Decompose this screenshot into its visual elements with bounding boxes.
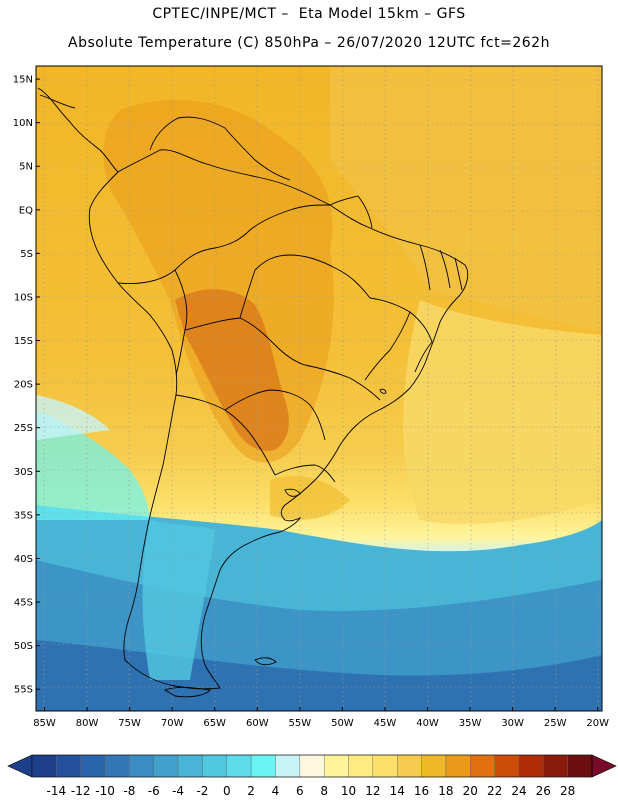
longitude-labels: 85W 80W 75W 70W 65W 60W 55W 50W 45W 40W 35W 30W 25W 2…: [33, 707, 609, 729]
colorbar-label: 0: [223, 784, 231, 798]
colorbar-swatch: [421, 754, 447, 778]
lon-label-80W: 80W: [76, 718, 99, 729]
colorbar-label: -10: [95, 784, 115, 798]
lat-label-15N: 15N: [13, 75, 33, 86]
colorbar-swatch: [153, 754, 179, 778]
colorbar-label: 6: [296, 784, 304, 798]
colorbar-label: 4: [272, 784, 280, 798]
colorbar-label: -14: [47, 784, 67, 798]
colorbar-swatch: [80, 754, 106, 778]
lat-label-20S: 20S: [14, 380, 33, 391]
colorbar-swatch: [177, 754, 203, 778]
colorbar-swatch: [543, 754, 568, 778]
colorbar-swatch: [445, 754, 471, 778]
lat-label-45S: 45S: [14, 598, 33, 609]
lon-label-50W: 50W: [331, 718, 354, 729]
colorbar-swatch: [275, 754, 301, 778]
colorbar-swatch: [299, 754, 325, 778]
colorbar-max-arrow: [591, 754, 617, 778]
colorbar-swatch: [31, 754, 57, 778]
lon-label-30W: 30W: [501, 718, 524, 729]
colorbar-swatch: [518, 754, 544, 778]
colorbar-label: 22: [487, 784, 502, 798]
colorbar-swatch: [567, 754, 593, 778]
colorbar: -14 -12 -10 -8 -6 -4 -2 0 2 4 6 8 10 12 14 16 18 20 22 24 26…: [7, 754, 617, 798]
lon-label-70W: 70W: [161, 718, 184, 729]
colorbar-label: 10: [341, 784, 356, 798]
colorbar-label: 14: [390, 784, 405, 798]
lon-label-40W: 40W: [416, 718, 439, 729]
colorbar-swatch: [494, 754, 520, 778]
colorbar-label: 8: [320, 784, 328, 798]
colorbar-swatch: [470, 754, 495, 778]
colorbar-label: -6: [148, 784, 160, 798]
lat-label-50S: 50S: [14, 641, 33, 652]
lon-label-25W: 25W: [544, 718, 567, 729]
colorbar-swatch: [323, 754, 349, 778]
temperature-field: [36, 66, 602, 711]
colorbar-label: 2: [247, 784, 255, 798]
lat-label-40S: 40S: [14, 554, 33, 565]
lon-label-60W: 60W: [246, 718, 269, 729]
colorbar-swatch: [56, 754, 81, 778]
lat-label-35S: 35S: [14, 510, 33, 521]
colorbar-label: 26: [536, 784, 551, 798]
colorbar-swatch: [348, 754, 374, 778]
colorbar-label: 28: [560, 784, 575, 798]
colorbar-min-arrow: [7, 754, 33, 778]
lat-label-30S: 30S: [14, 467, 33, 478]
colorbar-label: 16: [414, 784, 429, 798]
lat-label-10S: 10S: [14, 292, 33, 303]
colorbar-swatch: [202, 754, 227, 778]
colorbar-swatch: [129, 754, 154, 778]
colorbar-label: -2: [196, 784, 208, 798]
lon-label-65W: 65W: [203, 718, 226, 729]
colorbar-label: 12: [365, 784, 380, 798]
colorbar-swatch: [250, 754, 276, 778]
lon-label-85W: 85W: [33, 718, 56, 729]
map-title-line1: CPTEC/INPE/MCT – Eta Model 15km – GFS: [152, 6, 466, 22]
lat-label-15S: 15S: [14, 336, 33, 347]
colorbar-label: 18: [438, 784, 453, 798]
colorbar-label: 24: [511, 784, 526, 798]
colorbar-swatch: [104, 754, 130, 778]
lat-label-25S: 25S: [14, 423, 33, 434]
lon-label-45W: 45W: [374, 718, 397, 729]
lon-label-55W: 55W: [289, 718, 312, 729]
lon-label-35W: 35W: [459, 718, 482, 729]
colorbar-swatch: [397, 754, 422, 778]
colorbar-swatch: [226, 754, 252, 778]
lat-label-5S: 5S: [20, 249, 33, 260]
coastlines: [37, 87, 469, 698]
map-frame: [35, 65, 603, 712]
colorbar-label: 20: [463, 784, 478, 798]
colorbar-label: -8: [123, 784, 135, 798]
lon-label-20W: 20W: [586, 718, 609, 729]
lat-label-55S: 55S: [14, 685, 33, 696]
colorbar-label: -12: [71, 784, 91, 798]
lon-label-75W: 75W: [118, 718, 141, 729]
lat-label-10N: 10N: [13, 118, 33, 129]
map-title-line2: Absolute Temperature (C) 850hPa – 26/07/…: [68, 35, 550, 51]
colorbar-label: -4: [172, 784, 184, 798]
colorbar-swatch: [372, 754, 398, 778]
lat-label-5N: 5N: [19, 162, 33, 173]
colorbar-outline: [31, 754, 593, 778]
lat-label-EQ: EQ: [19, 205, 33, 216]
latitude-labels: 15N 10N 5N EQ 5S 10S 15S 20S 25S 30S 35S 40S 45S 50S 5…: [13, 75, 40, 696]
